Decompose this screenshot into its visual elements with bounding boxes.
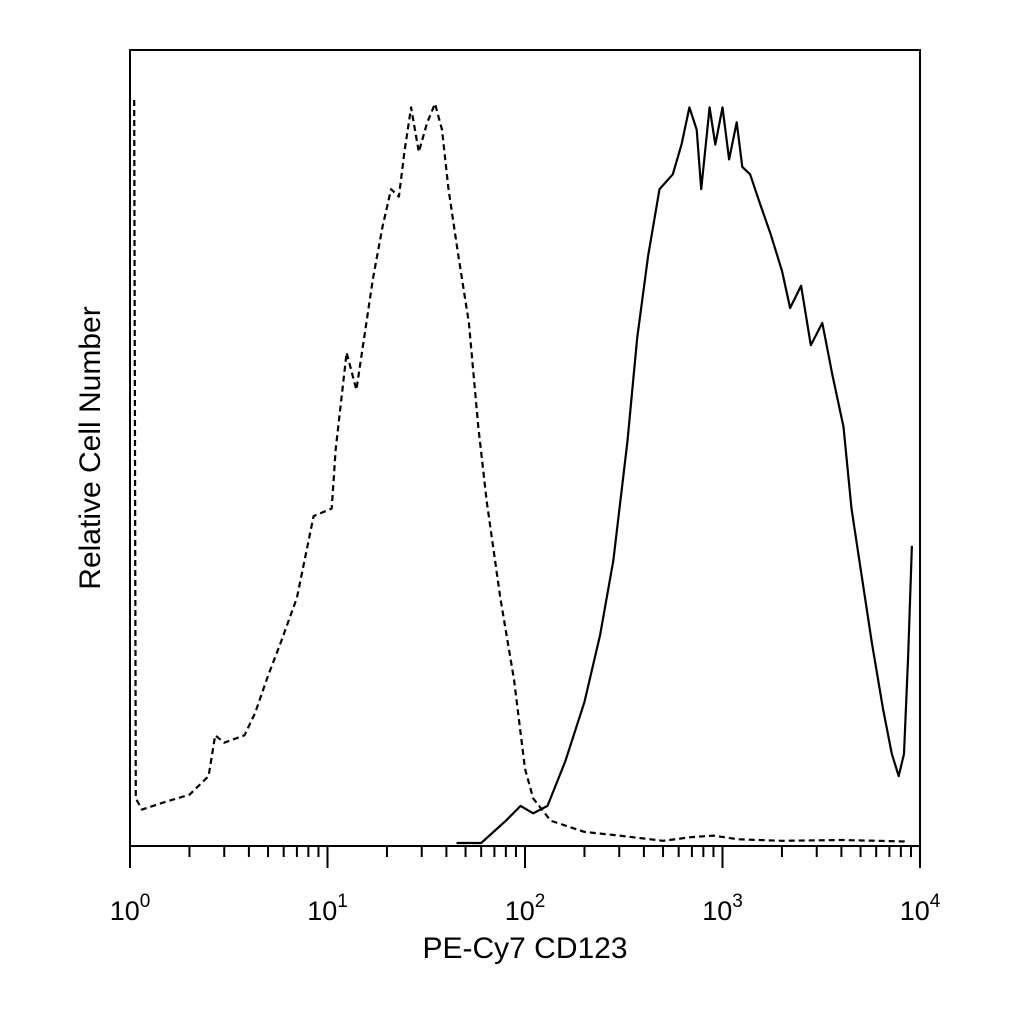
x-tick-label: 104: [900, 891, 941, 926]
x-tick-label: 100: [110, 891, 151, 926]
series-line-solid: [456, 106, 913, 845]
x-axis-ticks: [129, 846, 921, 868]
series-line-dashed: [133, 99, 907, 843]
x-tick-label: 101: [307, 891, 348, 926]
x-axis-title: PE-Cy7 CD123: [422, 932, 627, 965]
x-tick-label: 103: [702, 891, 743, 926]
y-axis-title: Relative Cell Number: [74, 306, 107, 589]
x-tick-label: 102: [505, 891, 546, 926]
x-axis-tick-labels: 100 101 102 103 104: [110, 891, 941, 926]
series-layer: [133, 99, 913, 845]
